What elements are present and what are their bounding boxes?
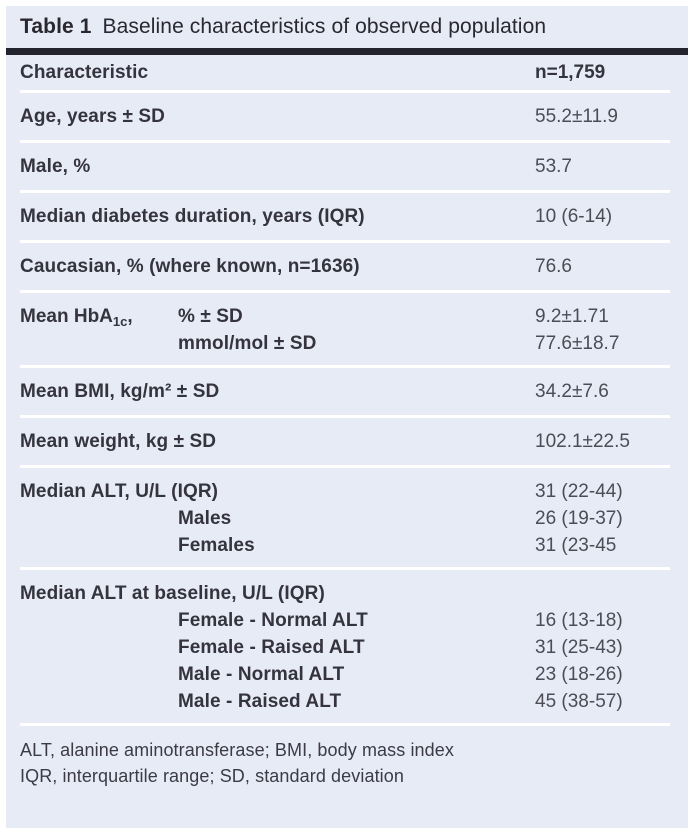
hba1c-label-prefix: Mean HbA (20, 306, 113, 327)
row-label: Mean BMI, kg/m² ± SD (20, 380, 220, 402)
row-value: 102.1±22.5 (535, 430, 630, 452)
row-value-block: 9.2±1.71 77.6±18.7 (535, 303, 688, 357)
table-row-male: Male, % 53.7 (6, 143, 688, 190)
row-value-block: 31 (22-44) 26 (19-37) 31 (23-45 (535, 478, 688, 559)
median-alt-males-value: 26 (19-37) (535, 508, 623, 529)
alt-baseline-spacer (535, 580, 688, 607)
hba1c-label-subscript: 1c (112, 314, 128, 329)
alt-baseline-male-normal-label: Male - Normal ALT (178, 664, 345, 685)
row-label-block: Mean HbA1c, % ± SD mmol/mol ± SD (6, 303, 535, 357)
row-label: Caucasian, % (where known, n=1636) (20, 255, 360, 277)
table-row-diabetes-duration: Median diabetes duration, years (IQR) 10… (6, 193, 688, 240)
table-caption: Baseline characteristics of observed pop… (102, 15, 547, 38)
table-row-age: Age, years ± SD 55.2±11.9 (6, 93, 688, 140)
table-row-median-alt-baseline: Median ALT at baseline, U/L (IQR) Female… (6, 570, 688, 723)
row-label: Mean weight, kg ± SD (20, 430, 217, 452)
hba1c-unit-mmol: mmol/mol ± SD (178, 333, 317, 354)
median-alt-females-value: 31 (23-45 (535, 535, 617, 556)
row-separator (20, 567, 670, 570)
row-value: 76.6 (535, 255, 572, 277)
row-label: Male, % (20, 155, 91, 177)
row-label: Age, years ± SD (20, 105, 165, 127)
row-value-block: 16 (13-18) 31 (25-43) 23 (18-26) 45 (38-… (535, 580, 688, 715)
hba1c-label-comma: , (127, 306, 133, 327)
row-separator (20, 723, 670, 726)
table-header-row: Characteristic n=1,759 (6, 55, 688, 90)
row-separator (20, 465, 670, 468)
table-footnote: ALT, alanine aminotransferase; BMI, body… (6, 726, 688, 789)
row-separator (20, 290, 670, 293)
column-header-n: n=1,759 (535, 61, 606, 83)
row-value: 53.7 (535, 155, 572, 177)
alt-baseline-female-raised-label: Female - Raised ALT (178, 637, 365, 658)
row-separator (20, 140, 670, 143)
footnote-line-2: IQR, interquartile range; SD, standard d… (20, 766, 405, 786)
hba1c-label: Mean HbA1c, (20, 303, 133, 331)
table-title: Table 1 Baseline characteristics of obse… (6, 6, 688, 48)
hba1c-value-percent: 9.2±1.71 (535, 306, 609, 327)
row-value: 55.2±11.9 (535, 105, 618, 127)
row-value: 10 (6-14) (535, 205, 613, 227)
hba1c-line1: Mean HbA1c, % ± SD (6, 303, 535, 330)
hba1c-value-mmol: 77.6±18.7 (535, 333, 620, 354)
hba1c-unit-percent: % ± SD (178, 306, 243, 327)
row-label-block: Median ALT at baseline, U/L (IQR) Female… (6, 580, 535, 715)
title-rule (6, 48, 688, 55)
table-row-median-alt: Median ALT, U/L (IQR) Males Females 31 (… (6, 468, 688, 567)
alt-baseline-male-raised-label: Male - Raised ALT (178, 691, 342, 712)
alt-baseline-female-normal-value: 16 (13-18) (535, 610, 623, 631)
row-label: Median diabetes duration, years (IQR) (20, 205, 365, 227)
table-row-weight: Mean weight, kg ± SD 102.1±22.5 (6, 418, 688, 465)
row-separator (20, 240, 670, 243)
median-alt-males-label: Males (178, 508, 232, 529)
median-alt-value: 31 (22-44) (535, 481, 623, 502)
table-row-hba1c: Mean HbA1c, % ± SD mmol/mol ± SD 9.2±1.7… (6, 293, 688, 365)
row-separator (20, 190, 670, 193)
row-value: 34.2±7.6 (535, 380, 609, 402)
table-row-caucasian: Caucasian, % (where known, n=1636) 76.6 (6, 243, 688, 290)
table-number: Table 1 (20, 15, 92, 38)
median-alt-label: Median ALT, U/L (IQR) (20, 481, 219, 502)
row-separator (20, 90, 670, 93)
median-alt-females-label: Females (178, 535, 255, 556)
footnote-line-1: ALT, alanine aminotransferase; BMI, body… (20, 740, 454, 760)
alt-baseline-label: Median ALT at baseline, U/L (IQR) (20, 583, 325, 604)
alt-baseline-female-normal-label: Female - Normal ALT (178, 610, 368, 631)
table-row-bmi: Mean BMI, kg/m² ± SD 34.2±7.6 (6, 368, 688, 415)
row-separator (20, 365, 670, 368)
table-panel: Table 1 Baseline characteristics of obse… (6, 6, 688, 828)
column-header-characteristic: Characteristic (20, 61, 149, 83)
alt-baseline-female-raised-value: 31 (25-43) (535, 637, 623, 658)
row-separator (20, 415, 670, 418)
row-label-block: Median ALT, U/L (IQR) Males Females (6, 478, 535, 559)
alt-baseline-male-raised-value: 45 (38-57) (535, 691, 623, 712)
alt-baseline-male-normal-value: 23 (18-26) (535, 664, 623, 685)
